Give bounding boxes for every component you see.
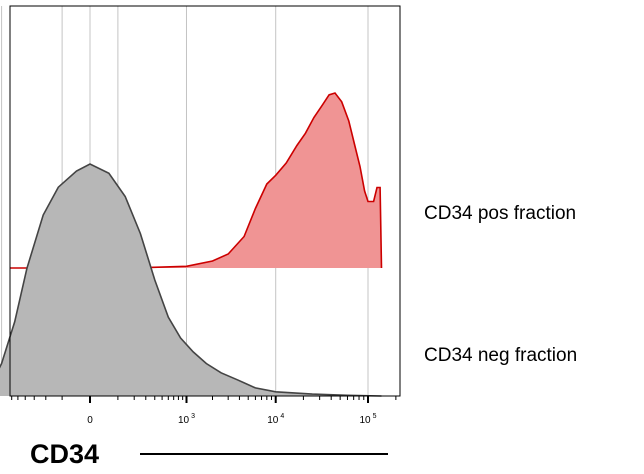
x-tick-exponent: 4: [280, 413, 284, 420]
series-area-pos: [34, 93, 382, 268]
series-layer: [0, 92, 383, 397]
x-axis-title: CD34: [30, 439, 99, 469]
x-tick-label: 10 4: [267, 413, 284, 426]
x-axis-minor-ticks: [11, 396, 397, 400]
x-tick-exponent: 3: [191, 413, 195, 420]
legend-label-neg: CD34 neg fraction: [424, 345, 577, 366]
x-tick-label: 0: [87, 415, 93, 426]
x-axis-tick-labels: 0 10 3 10 4 10 5: [87, 413, 376, 426]
plot-frame: [9, 5, 401, 397]
legend: CD34 pos fraction CD34 neg fraction: [424, 203, 577, 366]
x-tick-exponent: 5: [373, 413, 377, 420]
x-tick-label: 10 5: [359, 413, 376, 426]
series-area-neg: [0, 164, 382, 396]
x-axis-major-ticks: [89, 396, 369, 403]
legend-label-pos: CD34 pos fraction: [424, 203, 576, 224]
series-line-neg: [0, 163, 382, 397]
x-tick-label: 10 3: [178, 413, 195, 426]
series-line-pos: [10, 92, 383, 269]
